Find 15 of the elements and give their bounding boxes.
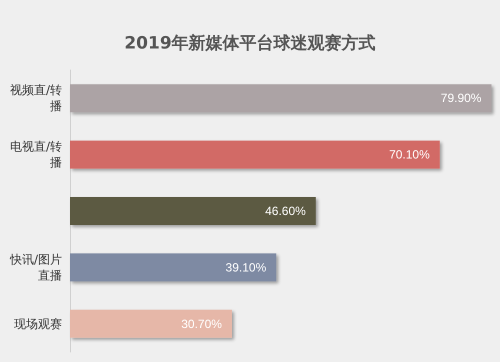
chart-title: 2019年新媒体平台球迷观赛方式 [124,34,376,54]
y-tick-label: 现场观赛 [14,316,62,331]
bar [70,84,492,112]
y-tick-label: 电视直/转播 [10,140,62,170]
data-label: 30.70% [181,316,222,331]
data-label: 79.90% [440,91,482,106]
bar [70,310,232,338]
bar [70,253,276,282]
bar [70,197,316,225]
y-tick-label: 视频直/转播 [10,83,62,114]
data-label: 70.10% [389,148,430,162]
bar [70,140,440,169]
y-tick-label: 快讯/图片直播 [8,252,62,282]
data-label: 39.10% [226,260,267,274]
data-label: 46.60% [265,204,306,218]
